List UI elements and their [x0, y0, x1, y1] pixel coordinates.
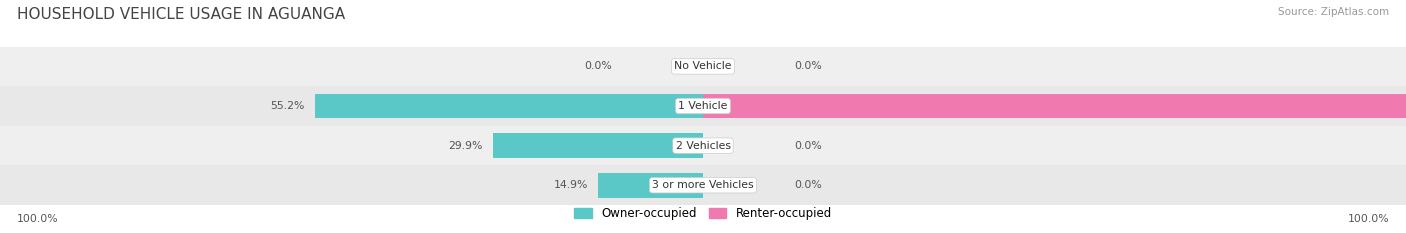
- Text: 0.0%: 0.0%: [583, 62, 612, 71]
- Bar: [0, 86, 1406, 126]
- Text: 29.9%: 29.9%: [449, 141, 482, 151]
- Bar: [0, 47, 1406, 86]
- Text: 100.0%: 100.0%: [17, 214, 59, 224]
- Text: Source: ZipAtlas.com: Source: ZipAtlas.com: [1278, 7, 1389, 17]
- Text: 2 Vehicles: 2 Vehicles: [675, 141, 731, 151]
- Text: 3 or more Vehicles: 3 or more Vehicles: [652, 180, 754, 190]
- Bar: [0, 165, 1406, 205]
- Bar: [599, 173, 703, 198]
- Bar: [703, 94, 1406, 118]
- Text: 0.0%: 0.0%: [794, 180, 823, 190]
- Text: 0.0%: 0.0%: [794, 141, 823, 151]
- Text: 100.0%: 100.0%: [1347, 214, 1389, 224]
- Text: 14.9%: 14.9%: [554, 180, 588, 190]
- Legend: Owner-occupied, Renter-occupied: Owner-occupied, Renter-occupied: [569, 202, 837, 225]
- Text: 55.2%: 55.2%: [270, 101, 304, 111]
- Text: HOUSEHOLD VEHICLE USAGE IN AGUANGA: HOUSEHOLD VEHICLE USAGE IN AGUANGA: [17, 7, 344, 22]
- Text: 1 Vehicle: 1 Vehicle: [678, 101, 728, 111]
- Text: No Vehicle: No Vehicle: [675, 62, 731, 71]
- Bar: [494, 133, 703, 158]
- Text: 0.0%: 0.0%: [794, 62, 823, 71]
- Bar: [315, 94, 703, 118]
- Bar: [0, 126, 1406, 165]
